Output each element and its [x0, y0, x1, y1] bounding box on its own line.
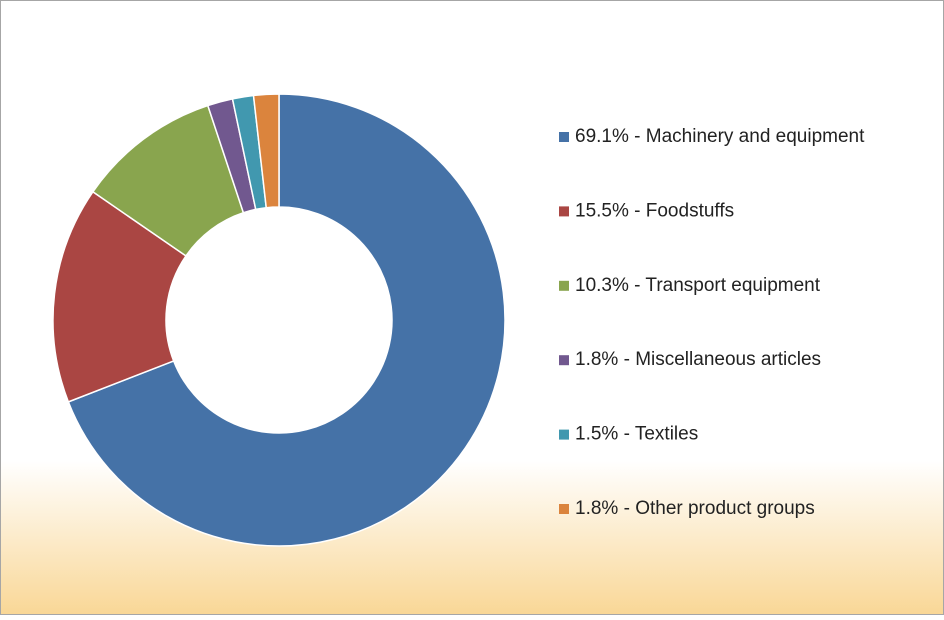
legend-label: 69.1% - Machinery and equipment [575, 126, 865, 147]
legend-label: 1.8% - Other product groups [575, 498, 815, 519]
legend-swatch [559, 132, 569, 142]
legend-label: 15.5% - Foodstuffs [575, 200, 734, 221]
donut-slice [252, 93, 280, 209]
legend-label: 10.3% - Transport equipment [575, 275, 821, 296]
legend-swatch [559, 206, 569, 217]
legend-label: 1.5% - Textiles [575, 424, 698, 445]
legend-swatch [559, 504, 569, 514]
legend-swatch [559, 280, 569, 291]
legend-swatch [559, 355, 569, 366]
donut-slice [67, 93, 506, 547]
legend-swatch [559, 429, 569, 440]
legend-label: 1.8% - Miscellaneous articles [575, 349, 821, 370]
donut-slice [52, 190, 187, 403]
